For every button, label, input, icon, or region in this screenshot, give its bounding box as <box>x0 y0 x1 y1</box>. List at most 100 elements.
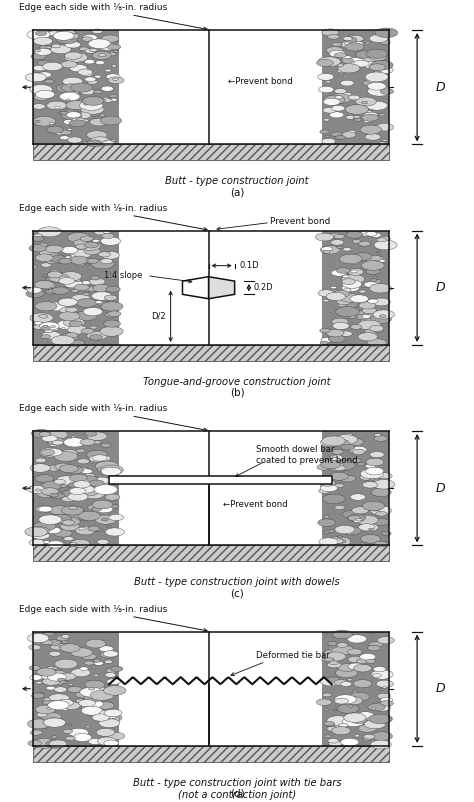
Circle shape <box>371 488 391 496</box>
Circle shape <box>87 131 107 140</box>
Circle shape <box>61 61 77 68</box>
Circle shape <box>35 475 54 483</box>
Circle shape <box>366 101 388 110</box>
Circle shape <box>62 333 78 340</box>
Circle shape <box>370 326 384 331</box>
Circle shape <box>334 717 345 722</box>
Circle shape <box>347 533 352 535</box>
Circle shape <box>75 526 95 535</box>
Circle shape <box>49 327 58 330</box>
Circle shape <box>95 515 117 525</box>
Circle shape <box>320 678 340 686</box>
Circle shape <box>367 83 386 90</box>
Circle shape <box>54 129 69 135</box>
Circle shape <box>346 115 355 119</box>
Circle shape <box>380 237 390 241</box>
Circle shape <box>42 726 48 728</box>
Circle shape <box>93 90 103 94</box>
Circle shape <box>42 675 51 679</box>
Circle shape <box>60 87 65 89</box>
Circle shape <box>62 84 80 91</box>
Circle shape <box>110 98 117 101</box>
Circle shape <box>64 52 82 59</box>
Circle shape <box>328 643 347 651</box>
Circle shape <box>365 473 385 481</box>
Circle shape <box>346 130 356 134</box>
Circle shape <box>103 97 109 100</box>
Circle shape <box>64 318 85 327</box>
Circle shape <box>344 282 349 284</box>
Circle shape <box>69 511 93 520</box>
Circle shape <box>100 326 123 336</box>
Circle shape <box>100 651 117 658</box>
Circle shape <box>327 677 340 683</box>
Circle shape <box>322 693 331 697</box>
Circle shape <box>36 254 53 261</box>
Circle shape <box>329 233 341 238</box>
Circle shape <box>318 290 335 297</box>
Circle shape <box>80 439 95 445</box>
Circle shape <box>318 519 336 526</box>
Circle shape <box>84 248 100 255</box>
Circle shape <box>65 256 71 258</box>
Text: Butt - type construction joint with tie bars
(not a contraction joint): Butt - type construction joint with tie … <box>133 778 341 800</box>
Circle shape <box>106 74 120 79</box>
Circle shape <box>94 330 109 337</box>
Circle shape <box>29 645 41 650</box>
Circle shape <box>51 335 74 346</box>
Circle shape <box>355 310 374 318</box>
Circle shape <box>370 507 380 511</box>
Circle shape <box>320 245 340 254</box>
Circle shape <box>36 281 56 290</box>
Circle shape <box>59 92 80 101</box>
Circle shape <box>329 94 352 103</box>
Circle shape <box>327 715 350 725</box>
Circle shape <box>345 40 363 48</box>
Circle shape <box>100 39 110 43</box>
Circle shape <box>91 506 108 512</box>
Circle shape <box>54 741 58 743</box>
Circle shape <box>317 464 331 470</box>
Circle shape <box>52 287 69 294</box>
Circle shape <box>84 694 104 702</box>
Circle shape <box>74 311 97 321</box>
Circle shape <box>50 270 60 274</box>
Circle shape <box>363 503 373 508</box>
Circle shape <box>381 340 387 342</box>
Circle shape <box>362 501 384 511</box>
Circle shape <box>72 290 79 292</box>
Circle shape <box>344 433 353 437</box>
Circle shape <box>348 448 361 453</box>
Circle shape <box>85 684 104 692</box>
Circle shape <box>83 293 90 296</box>
Circle shape <box>55 452 78 461</box>
Circle shape <box>361 261 384 270</box>
Circle shape <box>373 277 377 278</box>
Circle shape <box>34 49 40 52</box>
Circle shape <box>62 702 80 710</box>
Circle shape <box>332 727 351 735</box>
Circle shape <box>320 484 337 492</box>
Circle shape <box>335 53 346 58</box>
Circle shape <box>342 717 365 727</box>
Circle shape <box>58 298 78 306</box>
Circle shape <box>333 290 350 298</box>
Circle shape <box>376 124 394 131</box>
Circle shape <box>111 65 117 67</box>
Circle shape <box>72 81 84 87</box>
Circle shape <box>30 730 42 735</box>
Circle shape <box>62 537 67 539</box>
Circle shape <box>332 539 343 544</box>
Circle shape <box>101 302 123 311</box>
Circle shape <box>45 527 61 533</box>
Circle shape <box>42 331 61 339</box>
Circle shape <box>88 712 97 716</box>
Circle shape <box>75 112 91 119</box>
Circle shape <box>46 687 55 690</box>
Circle shape <box>30 313 53 322</box>
Circle shape <box>39 249 58 257</box>
Circle shape <box>82 37 92 41</box>
Circle shape <box>326 293 346 301</box>
Circle shape <box>56 34 78 43</box>
Circle shape <box>79 699 96 707</box>
